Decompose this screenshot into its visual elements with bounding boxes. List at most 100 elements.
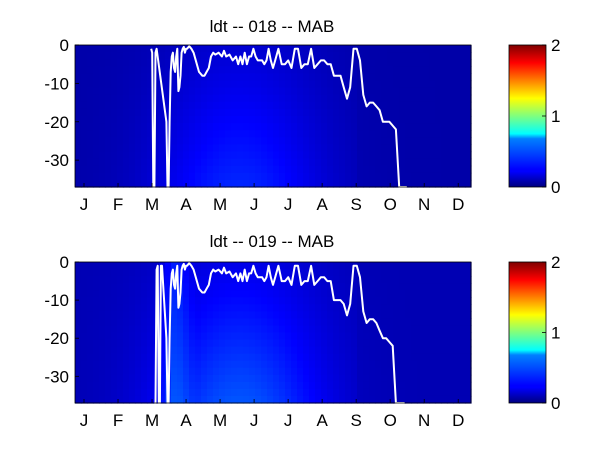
heat-cell: [99, 94, 106, 103]
heat-cell: [171, 318, 178, 327]
heat-cell: [405, 290, 412, 298]
heat-cell: [213, 108, 220, 117]
heat-cell: [171, 395, 178, 404]
heat-cell: [207, 151, 214, 160]
heat-cell: [447, 381, 454, 390]
heat-cell: [93, 388, 100, 397]
heat-cell: [105, 311, 112, 319]
heat-cell: [441, 116, 448, 124]
heat-cell: [87, 297, 94, 305]
heat-cell: [117, 367, 124, 376]
heat-cell: [219, 318, 226, 327]
heat-cell: [309, 318, 316, 327]
heat-cell: [201, 381, 208, 390]
heat-cell: [375, 80, 382, 89]
heat-cell: [291, 137, 298, 145]
heat-cell: [123, 325, 130, 334]
heat-cell: [81, 339, 88, 348]
heat-cell: [231, 45, 238, 53]
heat-cell: [93, 80, 100, 89]
heat-cell: [453, 66, 460, 74]
heat-cell: [351, 304, 358, 312]
heat-cell: [333, 353, 340, 362]
heat-cell: [105, 367, 112, 376]
heat-cell: [237, 353, 244, 362]
plot-frame: [74, 44, 472, 188]
heat-cell: [453, 367, 460, 376]
heat-cell: [291, 116, 298, 124]
heat-cell: [135, 311, 142, 319]
heat-cell: [375, 290, 382, 298]
heat-cell: [309, 172, 316, 181]
heat-cell: [381, 179, 388, 188]
heat-cell: [237, 311, 244, 319]
heat-cell: [99, 144, 106, 153]
heat-cell: [351, 144, 358, 153]
heat-cell: [465, 87, 472, 96]
heat-cell: [117, 94, 124, 103]
heat-cell: [369, 269, 376, 277]
heat-cell: [279, 73, 286, 82]
heat-cell: [147, 165, 154, 174]
heat-cell: [213, 360, 220, 369]
heat-cell: [465, 360, 472, 369]
heat-cell: [459, 137, 466, 145]
heat-cell: [123, 172, 130, 181]
heat-cell: [213, 59, 220, 67]
heat-cell: [189, 94, 196, 103]
heat-cell: [255, 116, 262, 124]
heat-cell: [453, 87, 460, 96]
heat-cell: [147, 158, 154, 167]
heat-cell: [219, 123, 226, 131]
heat-cell: [225, 325, 232, 334]
heat-cell: [393, 374, 400, 383]
heat-cell: [231, 116, 238, 124]
heat-cell: [81, 123, 88, 131]
heat-cell: [417, 94, 424, 103]
heat-cell: [453, 381, 460, 390]
heat-cell: [375, 45, 382, 53]
heat-cell: [183, 130, 190, 138]
heat-cell: [279, 158, 286, 167]
heat-cell: [171, 353, 178, 362]
data-line: [154, 262, 405, 404]
heat-cell: [135, 276, 142, 284]
heat-cell: [423, 381, 430, 390]
heat-cell: [159, 353, 166, 362]
heat-cell: [375, 395, 382, 404]
heat-cell: [189, 137, 196, 145]
heat-cell: [99, 353, 106, 362]
heat-cell: [87, 283, 94, 291]
heat-cell: [285, 66, 292, 74]
heat-cell: [231, 381, 238, 390]
heat-cell: [237, 172, 244, 181]
heat-cell: [135, 179, 142, 188]
heat-cell: [237, 94, 244, 103]
heat-cell: [231, 346, 238, 355]
heat-cell: [339, 123, 346, 131]
heat-cell: [309, 353, 316, 362]
heat-cell: [447, 367, 454, 376]
heat-cell: [357, 346, 364, 355]
heat-cell: [189, 346, 196, 355]
heat-cell: [207, 311, 214, 319]
heat-cell: [357, 381, 364, 390]
heat-cell: [219, 59, 226, 67]
heat-cell: [309, 367, 316, 376]
heat-cell: [93, 290, 100, 298]
heat-cell: [393, 360, 400, 369]
heat-cell: [303, 87, 310, 96]
heat-cell: [327, 276, 334, 284]
heat-cell: [357, 395, 364, 404]
heat-cell: [291, 325, 298, 334]
heat-cell: [369, 276, 376, 284]
heat-cell: [279, 297, 286, 305]
heat-cell: [273, 290, 280, 298]
heat-cell: [315, 172, 322, 181]
heat-cell: [141, 137, 148, 145]
heat-cell: [399, 346, 406, 355]
heat-cell: [279, 108, 286, 117]
heat-cell: [303, 325, 310, 334]
heat-cell: [387, 123, 394, 131]
heat-cell: [435, 332, 442, 341]
